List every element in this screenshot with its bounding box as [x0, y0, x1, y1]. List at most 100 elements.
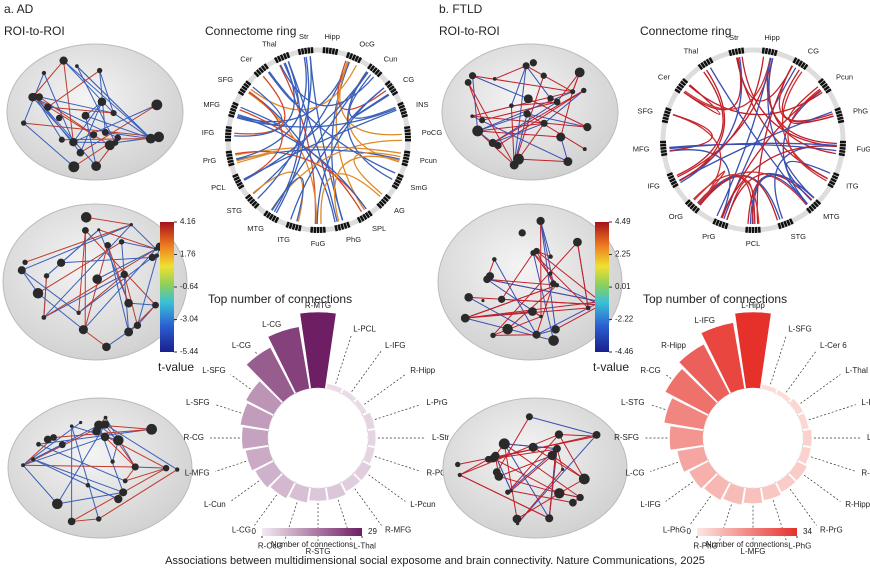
ring-block	[721, 221, 726, 229]
ring-block	[764, 47, 769, 55]
bar-label: L-CG	[262, 320, 281, 329]
ring-block	[229, 107, 237, 113]
ring-block	[687, 201, 694, 208]
ring-block	[304, 47, 308, 54]
bar-label: R-PrG	[820, 525, 843, 534]
ring-block	[260, 65, 267, 72]
connection	[471, 115, 569, 163]
leader	[374, 456, 421, 472]
colorbar-tick-label: -0.64	[180, 282, 199, 291]
bar-label: L-PrG	[426, 398, 447, 407]
chord	[333, 155, 400, 222]
leader	[800, 374, 841, 404]
bar-label: R-MFG	[385, 525, 411, 534]
connection	[130, 224, 157, 250]
ring-block	[684, 199, 691, 206]
node	[133, 321, 142, 330]
colorbar	[595, 222, 609, 352]
node	[468, 72, 477, 80]
chord	[693, 170, 726, 205]
ring-block	[243, 82, 250, 89]
chord	[676, 71, 724, 176]
chart-title: Top number of connections	[643, 292, 787, 306]
connection	[99, 70, 115, 114]
bar-label: R-PhG	[693, 542, 717, 551]
ring-block	[282, 52, 288, 60]
node	[536, 216, 545, 226]
chord	[243, 91, 283, 181]
node	[464, 79, 472, 86]
ring-label: STG	[791, 232, 807, 241]
colorbar-title: t-value	[158, 360, 194, 374]
node	[101, 128, 109, 136]
connection	[32, 458, 89, 486]
connection	[518, 158, 568, 163]
ring-block	[661, 119, 669, 124]
legend-tick-label: 34	[803, 527, 812, 536]
chord	[271, 72, 369, 211]
ring-block	[734, 48, 739, 55]
leader	[230, 480, 260, 502]
connection	[39, 96, 94, 136]
ring-block	[398, 104, 405, 110]
ring-block	[715, 219, 720, 226]
ring-block	[249, 198, 256, 205]
ring-block	[351, 54, 357, 61]
connection	[465, 284, 558, 319]
node	[540, 72, 547, 79]
ring-block	[672, 183, 679, 189]
node	[85, 482, 91, 488]
ring-block	[401, 113, 408, 118]
ring-block	[802, 63, 809, 71]
ring-block	[402, 159, 409, 164]
ring-block	[244, 193, 252, 200]
connection	[532, 252, 555, 341]
node	[548, 335, 559, 346]
ring-block	[397, 173, 404, 179]
connection	[468, 296, 602, 306]
bar	[340, 388, 357, 403]
ring-block	[276, 55, 282, 63]
node	[481, 299, 485, 303]
ring-block	[364, 212, 371, 219]
node	[162, 464, 170, 472]
node	[43, 435, 52, 444]
leader	[810, 456, 856, 472]
chord	[275, 56, 310, 214]
ring-block	[401, 162, 408, 167]
ring-block	[718, 220, 723, 228]
ring-label: SPL	[372, 224, 386, 233]
node	[153, 131, 165, 143]
node	[518, 229, 526, 237]
ring-label: Hipp	[764, 33, 779, 42]
brain-render	[437, 203, 623, 361]
bar	[241, 426, 269, 450]
bar	[340, 473, 361, 492]
node	[551, 325, 560, 334]
node	[58, 441, 66, 449]
node	[69, 424, 74, 428]
connection	[556, 72, 581, 103]
connection	[71, 467, 167, 522]
bar-label: L-CG	[232, 341, 251, 350]
ring-block	[396, 176, 403, 181]
ring-block	[331, 48, 336, 55]
connection	[85, 115, 151, 140]
connection	[46, 229, 100, 277]
ring-block	[676, 85, 683, 92]
ring-block	[384, 193, 392, 200]
bar	[308, 487, 328, 502]
connection	[80, 104, 158, 154]
leader	[337, 499, 352, 541]
chord	[236, 57, 307, 160]
connection	[472, 75, 529, 100]
node	[151, 99, 163, 111]
node	[594, 433, 600, 439]
ring-block	[228, 162, 235, 167]
node	[118, 239, 125, 245]
brain	[437, 203, 623, 361]
bar-label: R-Hipp	[410, 366, 435, 375]
bar	[663, 397, 709, 430]
node	[20, 120, 27, 126]
connection	[128, 302, 156, 306]
